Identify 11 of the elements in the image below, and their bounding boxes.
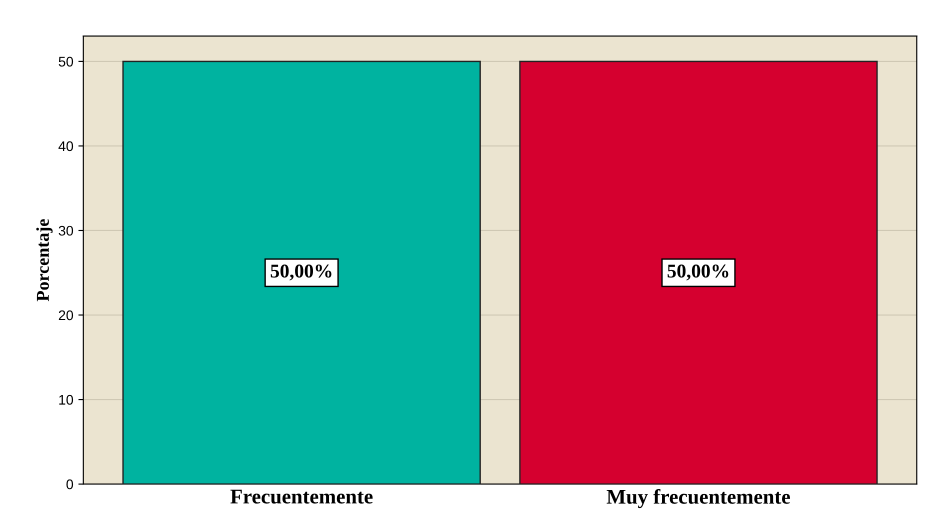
- y-tick-label: 50: [58, 56, 74, 67]
- y-axis-title: Porcentaje: [36, 219, 53, 302]
- x-tick-label: Muy frecuentemente: [606, 488, 790, 508]
- x-tick-label: Frecuentemente: [230, 490, 373, 504]
- y-tick-label: 30: [58, 226, 74, 236]
- data-label: 50,00%: [270, 264, 332, 280]
- y-tick-label: 10: [59, 394, 74, 405]
- y-tick-label: 0: [66, 479, 74, 490]
- data-label: 50,00%: [668, 264, 728, 280]
- y-tick-label: 20: [58, 310, 74, 320]
- y-tick-label: 40: [58, 141, 74, 152]
